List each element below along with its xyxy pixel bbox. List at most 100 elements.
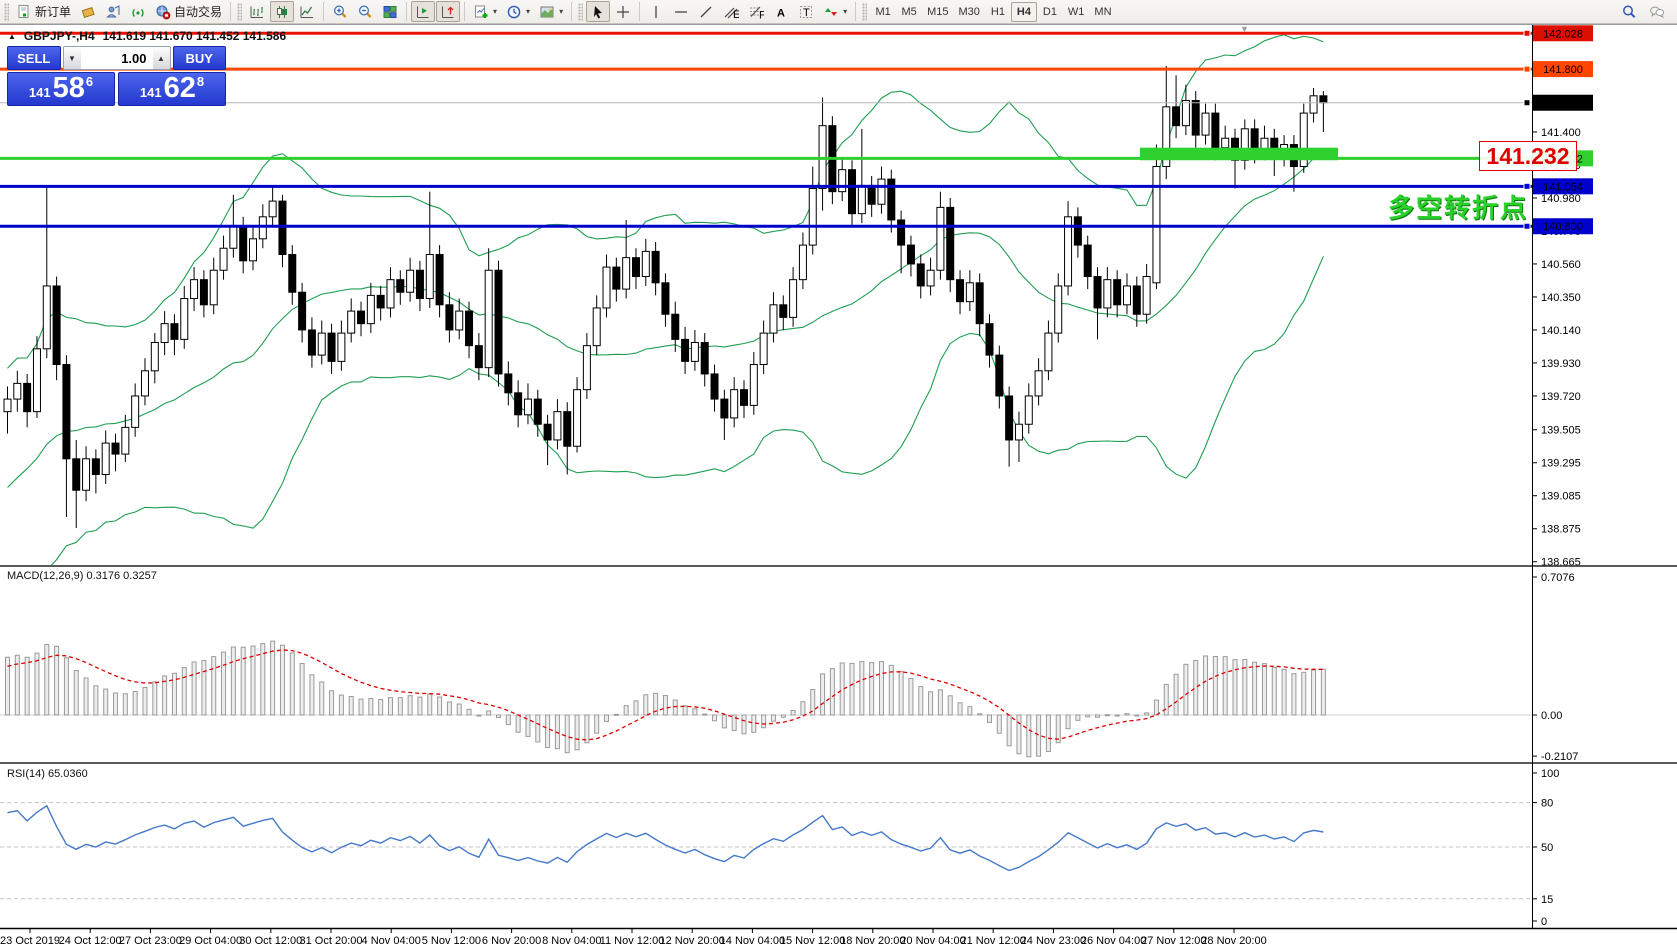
subwindow-collapse-icon[interactable]: ▼ xyxy=(1240,24,1249,34)
macd-histogram-bar xyxy=(653,692,659,716)
arrows-dropdown[interactable]: ▾ xyxy=(819,1,851,22)
toolbar-grip[interactable] xyxy=(862,2,868,21)
rsi-axis-label: 0 xyxy=(1541,916,1547,928)
auto-scroll-button[interactable] xyxy=(411,1,436,22)
bear-candle xyxy=(671,313,680,340)
buy-button[interactable]: BUY xyxy=(172,46,226,70)
channel-tool-button[interactable]: E xyxy=(719,1,743,22)
macd-histogram-bar xyxy=(221,651,227,716)
macd-histogram-bar xyxy=(515,714,521,733)
macd-histogram-bar xyxy=(1075,714,1081,721)
cn-annotation-text[interactable]: 多空转折点 xyxy=(1388,193,1529,223)
time-tick-label: 12 Nov 20:00 xyxy=(659,935,724,947)
timeframe-mn-button[interactable]: MN xyxy=(1089,2,1116,22)
bull-candle xyxy=(1181,100,1190,127)
signal-button[interactable] xyxy=(126,1,150,22)
highlight-zone[interactable] xyxy=(1140,147,1338,161)
bar-chart-mode-button[interactable] xyxy=(245,1,269,22)
macd-histogram-bar xyxy=(1045,714,1051,752)
sell-button[interactable]: SELL xyxy=(7,46,61,70)
macd-histogram-bar xyxy=(407,695,413,716)
bear-candle xyxy=(327,332,336,362)
toolbar-grip[interactable] xyxy=(4,2,9,21)
timeframe-w1-button[interactable]: W1 xyxy=(1063,2,1090,22)
macd-histogram-bar xyxy=(1016,714,1022,755)
bull-candle xyxy=(838,169,847,193)
chart-expand-icon[interactable]: ▲ xyxy=(8,31,16,41)
new-order-button[interactable]: 新订单 xyxy=(12,1,75,22)
journal-button[interactable] xyxy=(76,1,100,22)
macd-histogram-bar xyxy=(1173,673,1179,716)
macd-histogram-bar xyxy=(1203,655,1209,716)
search-button[interactable] xyxy=(1617,1,1641,22)
time-tick-label: 6 Nov 20:00 xyxy=(482,935,541,947)
timeframe-m1-button[interactable]: M1 xyxy=(870,2,896,22)
macd-histogram-bar xyxy=(1252,661,1258,716)
bull-candle xyxy=(268,200,277,218)
macd-histogram-bar xyxy=(662,695,668,716)
volume-input[interactable] xyxy=(80,47,153,69)
zoom-out-button[interactable] xyxy=(353,1,377,22)
macd-histogram-bar xyxy=(987,714,992,723)
chart-shift-button[interactable] xyxy=(436,1,461,22)
text-icon: A xyxy=(777,7,785,19)
timeframe-m5-button[interactable]: M5 xyxy=(896,2,922,22)
svg-text:T: T xyxy=(803,7,810,19)
macd-histogram-bar xyxy=(486,710,492,716)
timeframe-h1-button[interactable]: H1 xyxy=(985,2,1011,22)
buy-price-button[interactable]: 141 62 8 xyxy=(118,72,226,106)
sell-price-button[interactable]: 141 58 6 xyxy=(7,72,115,106)
macd-histogram-bar xyxy=(299,663,305,716)
tile-windows-button[interactable] xyxy=(378,1,402,22)
profile-button[interactable] xyxy=(101,1,125,22)
bull-candle xyxy=(1122,285,1131,306)
trendline-tool-button[interactable] xyxy=(694,1,718,22)
auto-scroll-icon xyxy=(417,6,429,18)
macd-histogram-bar xyxy=(937,689,943,716)
horizontal-line-tool-button[interactable] xyxy=(669,1,693,22)
candlestick-mode-button[interactable] xyxy=(270,1,295,22)
crosshair-tool-button[interactable] xyxy=(611,1,635,22)
bear-candle xyxy=(1132,285,1141,315)
rsi-axis-label: 80 xyxy=(1541,798,1553,810)
bull-candle xyxy=(455,310,464,331)
autotrading-icon xyxy=(156,5,171,19)
vertical-line-tool-button[interactable] xyxy=(644,1,668,22)
toolbar-grip[interactable] xyxy=(237,2,243,21)
cursor-tool-button[interactable] xyxy=(586,1,611,22)
timeframe-m15-button[interactable]: M15 xyxy=(922,2,953,22)
chat-button[interactable] xyxy=(1645,1,1669,22)
macd-histogram-bar xyxy=(466,708,472,716)
level-callout-text[interactable]: 141.232 xyxy=(1479,141,1577,171)
text-tool-button[interactable]: A xyxy=(769,1,793,22)
main-toolbar: 新订单 自动交易 xyxy=(0,0,1677,24)
bear-candle xyxy=(504,373,513,394)
macd-histogram-bar xyxy=(584,714,590,744)
period-dropdown[interactable]: ▾ xyxy=(502,1,534,22)
bull-candle xyxy=(3,398,12,413)
text-label-tool-button[interactable]: T xyxy=(794,1,818,22)
zoom-in-button[interactable] xyxy=(328,1,352,22)
macd-histogram-bar xyxy=(1036,714,1042,757)
macd-histogram-bar xyxy=(545,714,551,749)
bear-candle xyxy=(906,244,915,265)
toolbar-grip[interactable] xyxy=(578,2,584,21)
sell-price-prefix: 141 xyxy=(28,85,51,100)
new-chart-dropdown[interactable]: ▾ xyxy=(469,1,501,22)
rsi-layer xyxy=(0,802,1532,900)
line-chart-mode-button[interactable] xyxy=(295,1,319,22)
template-dropdown[interactable]: ▾ xyxy=(535,1,567,22)
cursor-icon xyxy=(594,5,603,18)
bull-candle xyxy=(317,332,326,356)
timeframe-m30-button[interactable]: M30 xyxy=(954,2,985,22)
timeframe-d1-button[interactable]: D1 xyxy=(1037,2,1063,22)
volume-increase-button[interactable]: ▲ xyxy=(152,47,170,69)
macd-histogram-bar xyxy=(947,695,953,716)
time-tick-label: 11 Nov 12:00 xyxy=(600,935,665,947)
bear-candle xyxy=(23,382,32,413)
fibonacci-tool-button[interactable]: F xyxy=(744,1,768,22)
volume-decrease-button[interactable]: ▼ xyxy=(63,47,81,69)
autotrading-button[interactable]: 自动交易 xyxy=(151,1,226,22)
timeframe-h4-button[interactable]: H4 xyxy=(1010,1,1037,22)
